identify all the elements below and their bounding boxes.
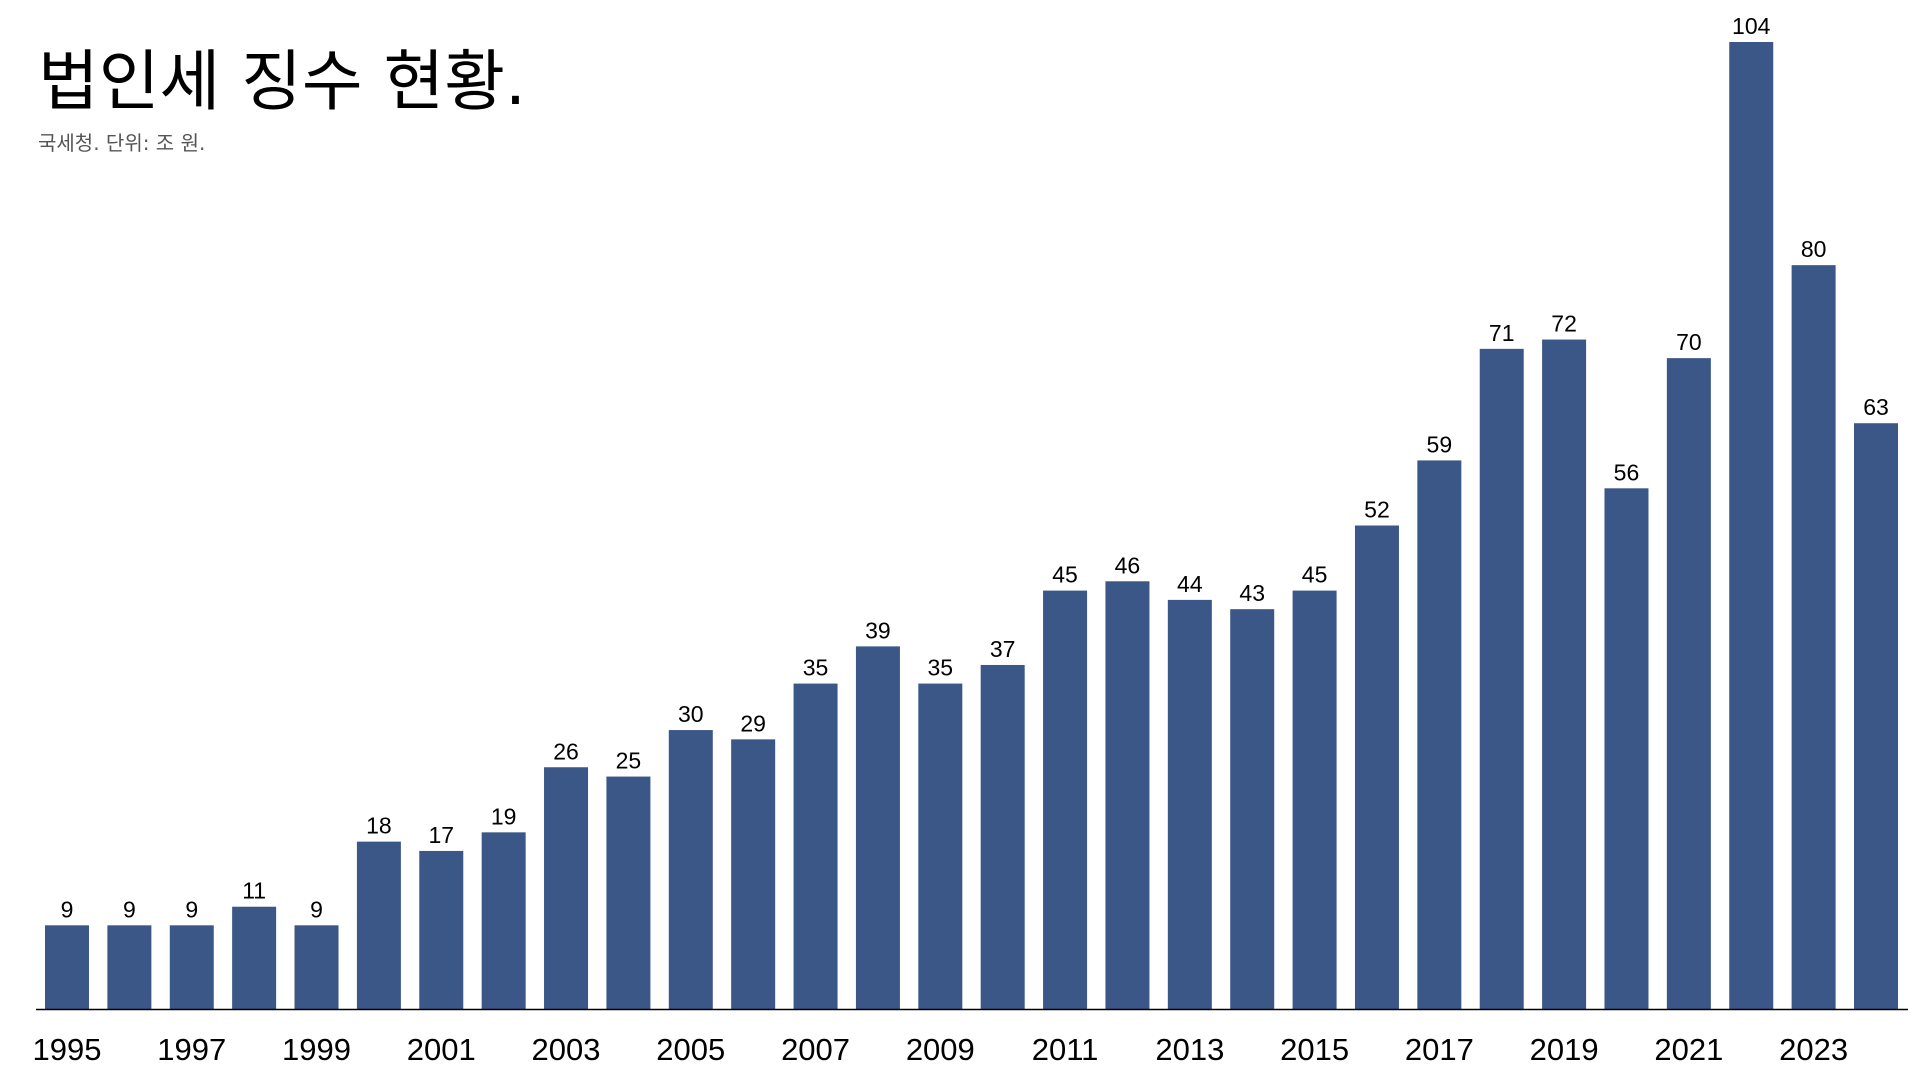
x-tick-label-1997: 1997 <box>157 1032 226 1067</box>
bar-2016 <box>1354 525 1399 1009</box>
x-tick-label-2021: 2021 <box>1654 1032 1723 1067</box>
x-tick-label-2023: 2023 <box>1779 1032 1848 1067</box>
bar-2022 <box>1729 42 1774 1009</box>
bar-value-label-1996: 9 <box>123 896 136 922</box>
x-tick-label-2005: 2005 <box>656 1032 725 1067</box>
bar-value-label-2007: 35 <box>803 655 829 681</box>
bar-2012 <box>1105 581 1150 1009</box>
bar-labels-group: 9 9 9 11 9 18 17 19 26 25 30 29 35 39 35 37 45 46 44 43 45 52… <box>61 13 1889 922</box>
bar-value-label-2004: 25 <box>616 748 642 774</box>
x-tick-label-1995: 1995 <box>33 1032 102 1067</box>
bar-2013 <box>1167 599 1212 1009</box>
bar-2005 <box>668 730 713 1009</box>
bar-value-label-2021: 70 <box>1676 329 1702 355</box>
bar-value-label-2000: 18 <box>366 813 392 839</box>
bar-2015 <box>1292 590 1337 1009</box>
bar-value-label-1995: 9 <box>61 896 74 922</box>
chart-title: 법인세 징수 현황. <box>38 43 526 120</box>
bar-2001 <box>419 850 464 1009</box>
bar-value-label-2011: 45 <box>1052 562 1078 588</box>
x-tick-label-1999: 1999 <box>282 1032 351 1067</box>
bar-value-label-2022: 104 <box>1732 13 1771 39</box>
x-tick-label-2013: 2013 <box>1155 1032 1224 1067</box>
bar-value-label-2017: 59 <box>1427 431 1453 457</box>
bar-value-label-1998: 11 <box>242 878 266 904</box>
bar-2009 <box>918 683 963 1009</box>
bar-2017 <box>1417 460 1462 1009</box>
bar-1995 <box>45 925 89 1009</box>
bar-value-label-2020: 56 <box>1614 459 1640 485</box>
bar-2000 <box>356 841 401 1009</box>
bar-2010 <box>980 664 1025 1009</box>
x-tick-label-2011: 2011 <box>1032 1032 1099 1067</box>
bar-2007 <box>793 683 838 1009</box>
bar-value-label-2024: 63 <box>1863 394 1889 420</box>
bar-value-label-2016: 52 <box>1364 497 1390 523</box>
bar-2019 <box>1542 339 1587 1009</box>
bar-2014 <box>1230 609 1275 1009</box>
bar-1996 <box>107 925 152 1009</box>
bar-value-label-2008: 39 <box>865 617 891 643</box>
bar-2023 <box>1791 265 1836 1009</box>
bar-1999 <box>294 925 339 1009</box>
bar-value-label-2003: 26 <box>553 738 579 764</box>
bar-value-label-2013: 44 <box>1177 571 1203 597</box>
bar-1997 <box>169 925 214 1009</box>
bar-value-label-1997: 9 <box>185 896 198 922</box>
bar-2024 <box>1854 423 1898 1010</box>
bar-value-label-2012: 46 <box>1115 552 1141 578</box>
bar-value-label-2018: 71 <box>1489 320 1515 346</box>
bar-value-label-2002: 19 <box>491 803 517 829</box>
bar-value-label-2019: 72 <box>1551 311 1577 337</box>
bar-2004 <box>606 776 651 1009</box>
x-tick-label-2007: 2007 <box>781 1032 850 1067</box>
bar-2006 <box>731 739 776 1009</box>
bar-value-label-2015: 45 <box>1302 562 1328 588</box>
bar-value-label-2014: 43 <box>1239 580 1265 606</box>
bar-2018 <box>1479 348 1524 1010</box>
chart-subtitle: 국세청. 단위: 조 원. <box>38 131 206 155</box>
x-tick-label-2015: 2015 <box>1280 1032 1349 1067</box>
bar-value-label-2023: 80 <box>1801 236 1827 262</box>
bars-group <box>45 42 1898 1010</box>
bar-value-label-2001: 17 <box>428 822 454 848</box>
x-tick-label-2009: 2009 <box>906 1032 975 1067</box>
bar-value-label-2010: 37 <box>990 636 1016 662</box>
bar-value-label-2006: 29 <box>740 710 766 736</box>
bar-2021 <box>1666 358 1711 1009</box>
bar-value-label-2009: 35 <box>928 655 954 681</box>
x-axis-ticks: 1995 1997 1999 2001 2003 2005 2007 2009 2011 2013… <box>33 1032 1849 1067</box>
bar-value-label-2005: 30 <box>678 701 704 727</box>
x-tick-label-2003: 2003 <box>532 1032 601 1067</box>
bar-value-label-1999: 9 <box>310 896 323 922</box>
bar-2011 <box>1043 590 1088 1009</box>
x-tick-label-2001: 2001 <box>407 1032 476 1067</box>
bar-2008 <box>855 646 900 1010</box>
x-tick-label-2019: 2019 <box>1530 1032 1599 1067</box>
bar-2002 <box>481 832 526 1009</box>
x-tick-label-2017: 2017 <box>1405 1032 1474 1067</box>
bar-1998 <box>232 906 277 1009</box>
bar-2003 <box>544 767 589 1009</box>
bar-2020 <box>1604 488 1649 1009</box>
